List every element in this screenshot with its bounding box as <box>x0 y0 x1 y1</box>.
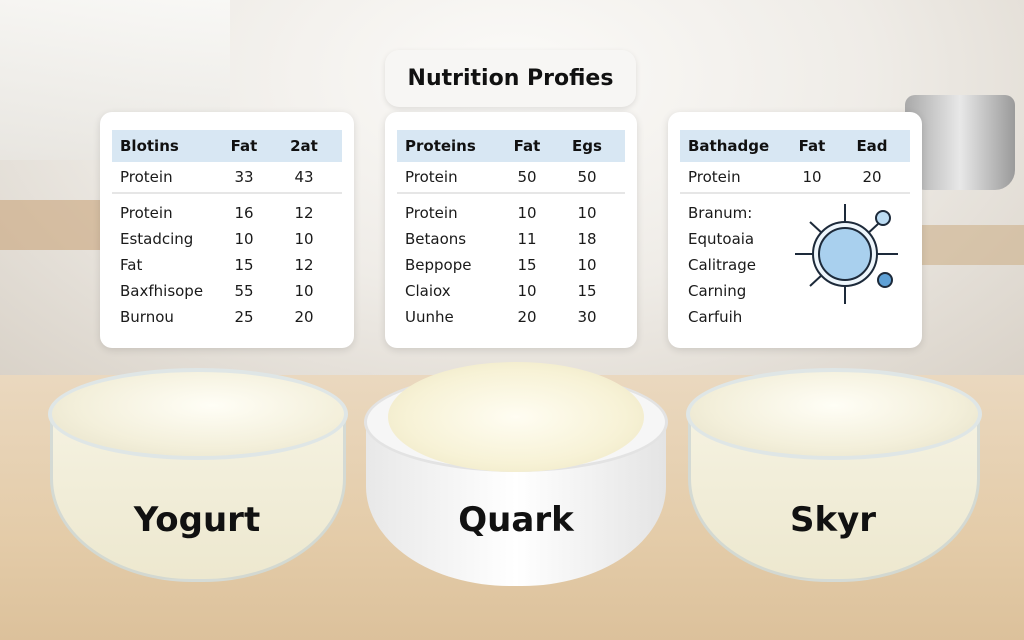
table-cell: 25 <box>234 308 254 326</box>
nutrition-panel-quark: Proteins Fat Egs Protein 50 50 Protein 10 10 Bet… <box>385 112 637 348</box>
bowl-label: Quark <box>458 500 574 540</box>
table-cell: Betaons <box>405 230 467 248</box>
table-cell: Protein <box>120 168 173 186</box>
table-cell: Protein <box>120 204 173 222</box>
table-cell: Beppope <box>405 256 472 274</box>
table-cell: 50 <box>517 168 537 186</box>
table-cell: 16 <box>234 204 254 222</box>
header-cell: Egs <box>572 137 602 155</box>
header-cell: Bathadge <box>688 137 770 155</box>
table-cell: Protein <box>405 204 458 222</box>
nutrition-panel-yogurt: Blotins Fat 2at Protein 33 43 Protein 16 12 Esta… <box>100 112 354 348</box>
table-cell: Claiox <box>405 282 451 300</box>
table-row: Protein 33 43 <box>112 162 342 194</box>
table-cell: Burnou <box>120 308 174 326</box>
table-cell: 15 <box>517 256 537 274</box>
header-cell: Blotins <box>120 137 179 155</box>
header-cell: Fat <box>230 137 258 155</box>
table-row: Beppope 15 10 <box>397 252 625 278</box>
page-title: Nutrition Profies <box>385 50 636 107</box>
table-cell: 18 <box>577 230 597 248</box>
table-row: Burnou 25 20 <box>112 304 342 330</box>
table-row: Protein 50 50 <box>397 162 625 194</box>
header-cell: 2at <box>290 137 318 155</box>
table-row: Protein 10 20 <box>680 162 910 194</box>
table-row: Estadcing 10 10 <box>112 226 342 252</box>
table-header: Bathadge Fat Ead <box>680 130 910 162</box>
table-cell: 10 <box>577 204 597 222</box>
table-cell: 11 <box>517 230 537 248</box>
table-cell: 12 <box>294 256 314 274</box>
table-cell: 10 <box>577 256 597 274</box>
table-cell: 12 <box>294 204 314 222</box>
table-row: Claiox 10 15 <box>397 278 625 304</box>
table-cell: Baxfhisope <box>120 282 204 300</box>
table-cell: Uunhe <box>405 308 454 326</box>
table-row: Protein 10 10 <box>397 200 625 226</box>
table-cell: 30 <box>577 308 597 326</box>
table-row: Baxfhisope 55 10 <box>112 278 342 304</box>
header-cell: Fat <box>798 137 826 155</box>
bowl-label: Yogurt <box>133 500 261 540</box>
table-cell: 10 <box>234 230 254 248</box>
header-cell: Fat <box>513 137 541 155</box>
table-header: Proteins Fat Egs <box>397 130 625 162</box>
table-header: Blotins Fat 2at <box>112 130 342 162</box>
table-cell: 50 <box>577 168 597 186</box>
list-item: Carfuih <box>688 308 743 326</box>
table-cell: 10 <box>294 230 314 248</box>
table-cell: 33 <box>234 168 254 186</box>
list-item: Equtoaia <box>688 230 755 248</box>
table-cell: 20 <box>517 308 537 326</box>
bowl-label: Skyr <box>789 500 877 540</box>
table-cell: 20 <box>862 168 882 186</box>
table-cell: 15 <box>234 256 254 274</box>
table-cell: 10 <box>517 282 537 300</box>
list-item: Calitrage <box>688 256 756 274</box>
table-cell: Protein <box>688 168 741 186</box>
table-cell: 55 <box>234 282 254 300</box>
list-item: Carning <box>688 282 747 300</box>
cooking-pot <box>905 95 1015 190</box>
table-cell: 10 <box>294 282 314 300</box>
table-cell: Fat <box>120 256 143 274</box>
nutrition-panel-skyr: Bathadge Fat Ead Protein 10 20 Branum: Equtoa… <box>668 112 922 348</box>
table-cell: Protein <box>405 168 458 186</box>
table-row: Betaons 11 18 <box>397 226 625 252</box>
table-row: Protein 16 12 <box>112 200 342 226</box>
table-cell: 43 <box>294 168 314 186</box>
table-row: Uunhe 20 30 <box>397 304 625 330</box>
list-item: Branum: <box>688 204 753 222</box>
table-cell: 10 <box>802 168 822 186</box>
table-cell: Estadcing <box>120 230 194 248</box>
counter <box>0 200 110 250</box>
molecule-icon <box>795 204 898 304</box>
table-cell: 15 <box>577 282 597 300</box>
table-cell: 10 <box>517 204 537 222</box>
counter <box>920 225 1024 265</box>
table-cell: 20 <box>294 308 314 326</box>
header-cell: Ead <box>856 137 888 155</box>
table-row: Fat 15 12 <box>112 252 342 278</box>
header-cell: Proteins <box>405 137 476 155</box>
